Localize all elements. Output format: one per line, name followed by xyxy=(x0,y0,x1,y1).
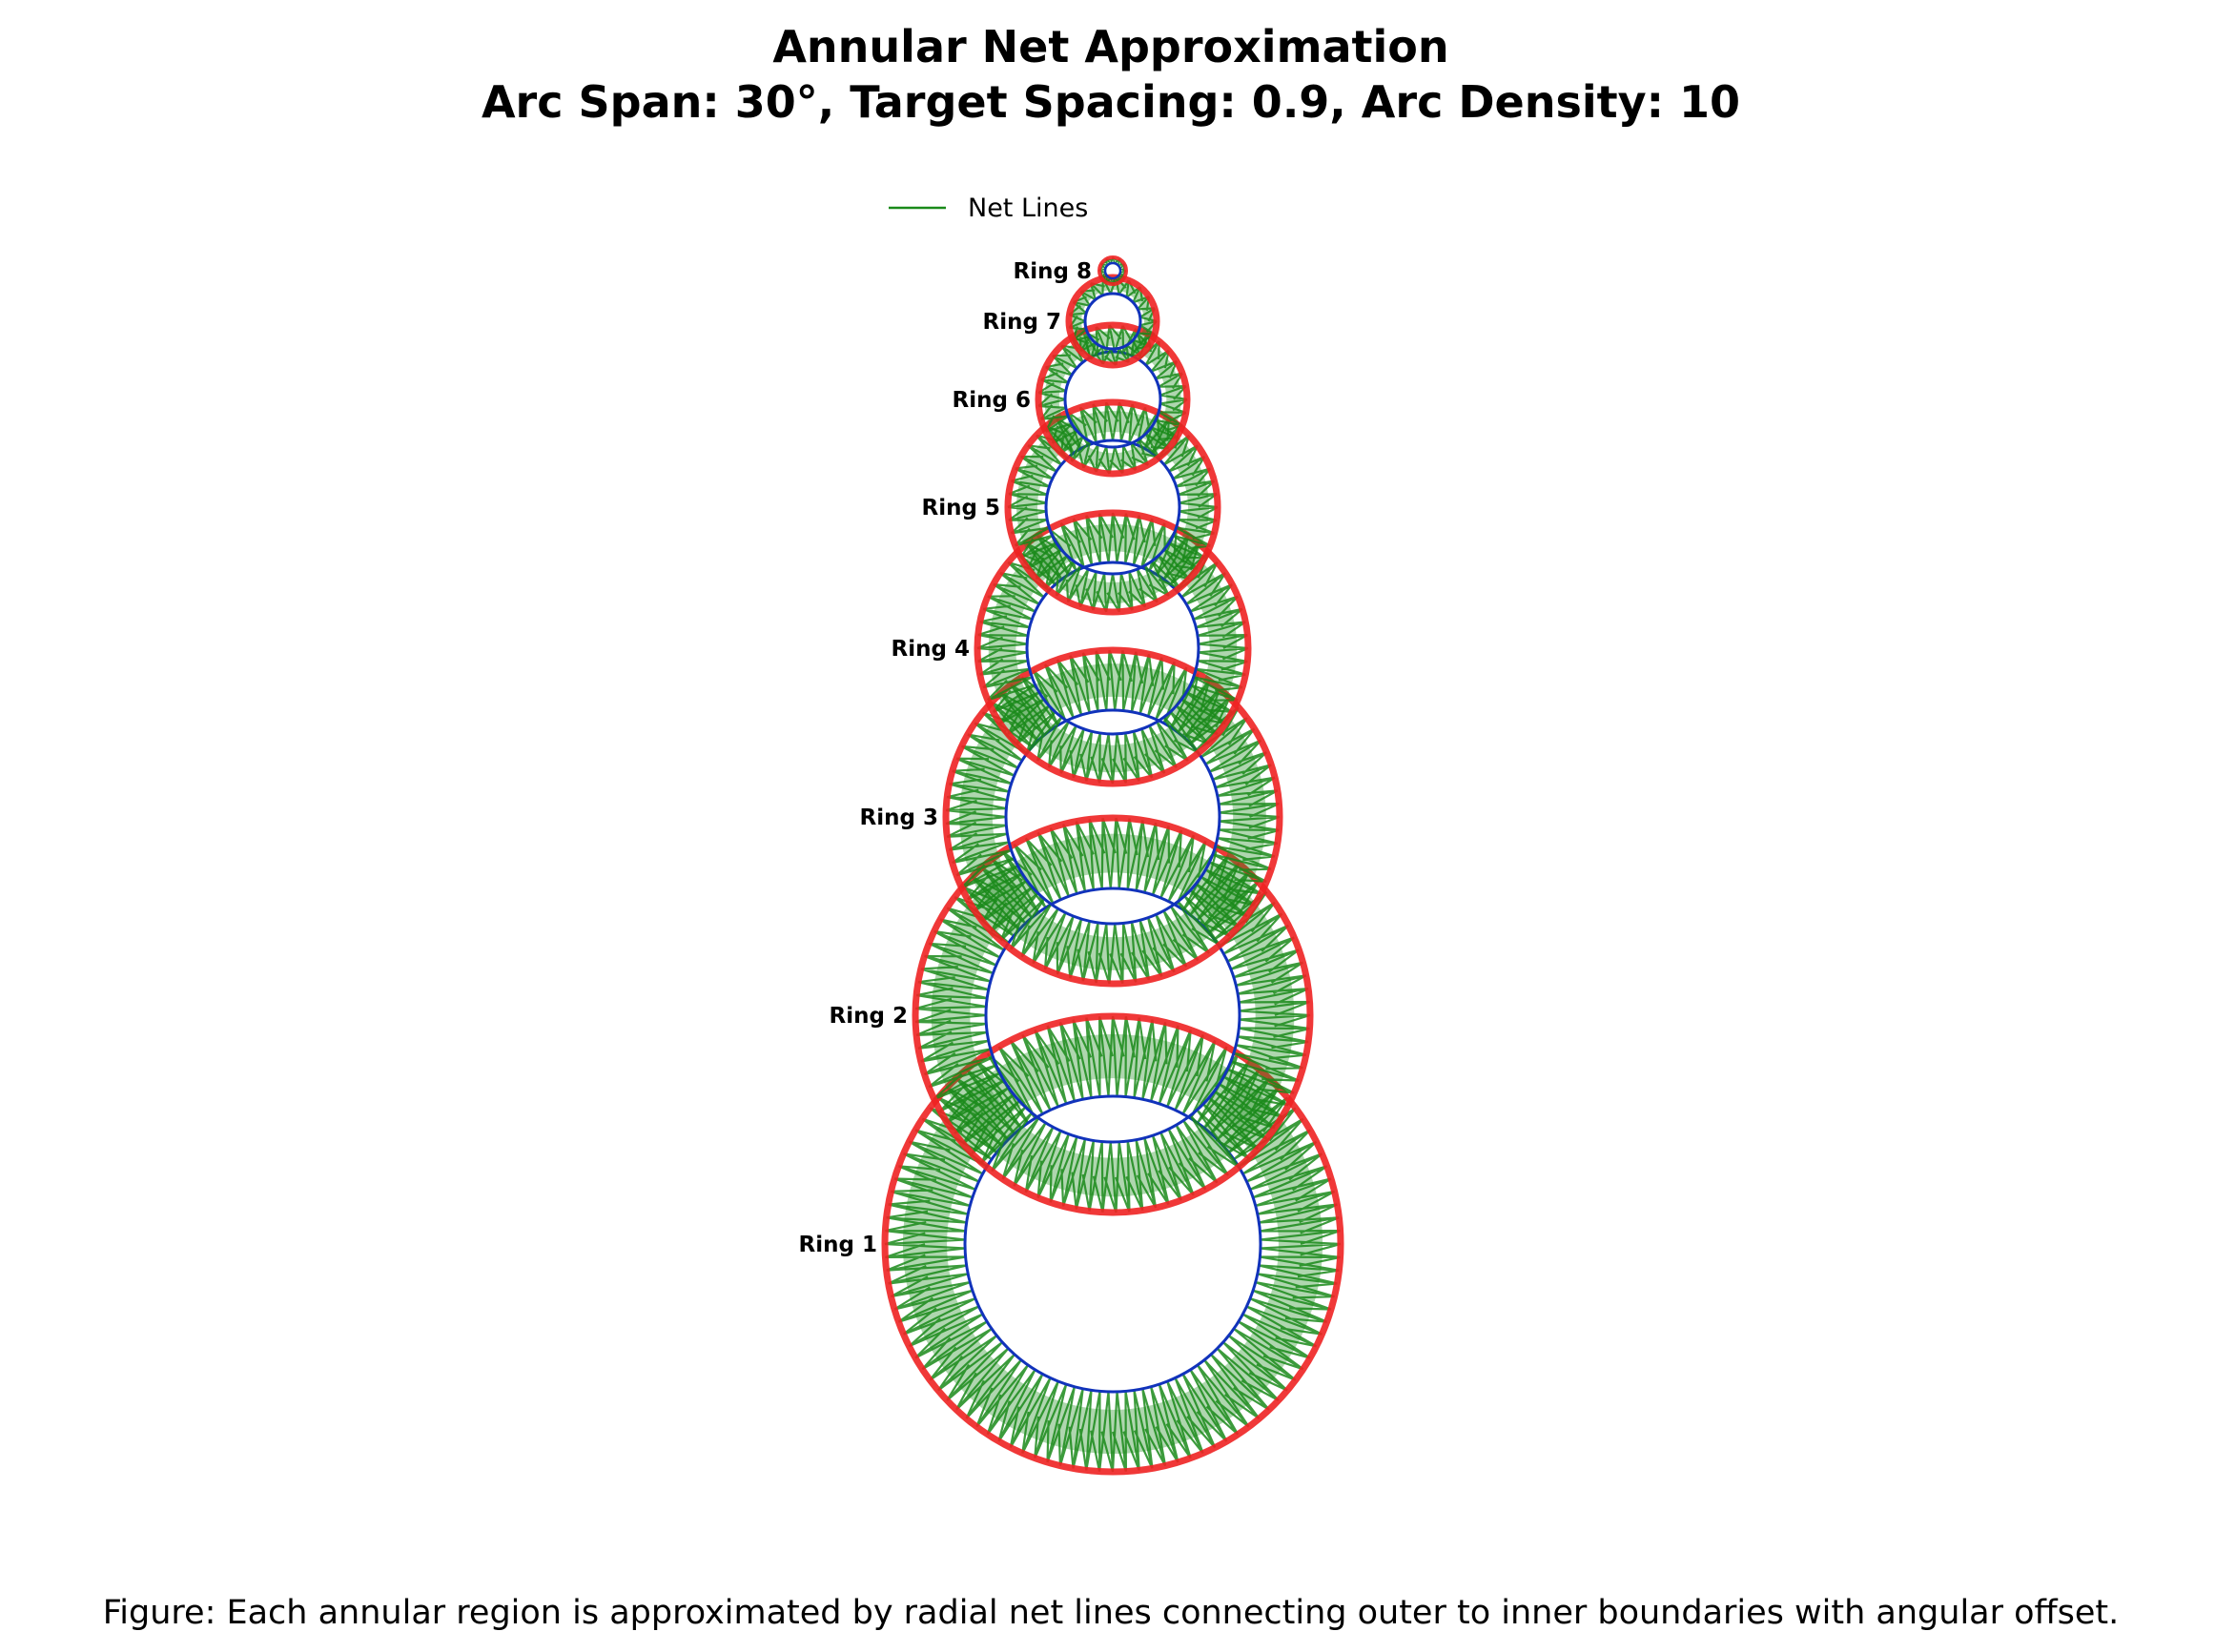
ring-4-outer-boundary xyxy=(974,509,1252,787)
legend: Net Lines xyxy=(889,194,1088,223)
ring-6: Ring 6 xyxy=(953,321,1191,478)
ring-5-label: Ring 5 xyxy=(922,496,1000,520)
ring-6-inner-boundary xyxy=(1063,350,1162,449)
ring-5: Ring 5 xyxy=(922,398,1221,616)
ring-2-net-paths xyxy=(914,817,1311,1214)
ring-8-label: Ring 8 xyxy=(1014,259,1092,284)
ring-5-inner-boundary xyxy=(1044,438,1181,576)
rings-layer: Ring 1 Ring 2 Ring 3 Ring 4 Ring 5 Ring 6 Ring… xyxy=(799,255,1344,1476)
ring-2-label: Ring 2 xyxy=(830,1004,908,1029)
ring-4-label: Ring 4 xyxy=(892,637,970,662)
ring-3-label: Ring 3 xyxy=(860,806,938,830)
ring-5-outer-boundary xyxy=(1004,398,1221,616)
ring-4-inner-boundary xyxy=(1025,561,1200,736)
ring-8-inner-boundary xyxy=(1103,261,1122,280)
ring-3-outer-boundary xyxy=(942,646,1283,988)
ring-4: Ring 4 xyxy=(892,509,1252,787)
ring-2-net-lines xyxy=(914,817,1311,1214)
ring-7-inner-boundary xyxy=(1083,292,1142,351)
figure-title-line2: Arc Span: 30°, Target Spacing: 0.9, Arc … xyxy=(482,76,1740,128)
ring-2-inner-boundary xyxy=(984,887,1241,1144)
ring-2-outer-boundary xyxy=(912,814,1314,1216)
ring-6-label: Ring 6 xyxy=(953,388,1031,413)
ring-1-net-paths xyxy=(884,1015,1342,1473)
ring-1-inner-boundary xyxy=(963,1094,1262,1394)
ring-1-label: Ring 1 xyxy=(799,1233,877,1257)
ring-7-label: Ring 7 xyxy=(983,310,1061,335)
figure-title-line1: Annular Net Approximation xyxy=(772,21,1448,72)
ring-8-outer-boundary xyxy=(1097,255,1128,286)
ring-1-outer-boundary xyxy=(881,1012,1344,1476)
figure-caption: Figure: Each annular region is approxima… xyxy=(103,1594,2120,1632)
ring-8: Ring 8 xyxy=(1014,255,1128,286)
legend-net-lines-label: Net Lines xyxy=(968,194,1088,223)
ring-3-inner-boundary xyxy=(1004,708,1221,926)
ring-2: Ring 2 xyxy=(830,814,1314,1216)
ring-6-outer-boundary xyxy=(1035,321,1191,478)
ring-1-net-lines xyxy=(884,1015,1342,1473)
ring-4-net-lines xyxy=(976,512,1249,785)
ring-1: Ring 1 xyxy=(799,1012,1344,1476)
